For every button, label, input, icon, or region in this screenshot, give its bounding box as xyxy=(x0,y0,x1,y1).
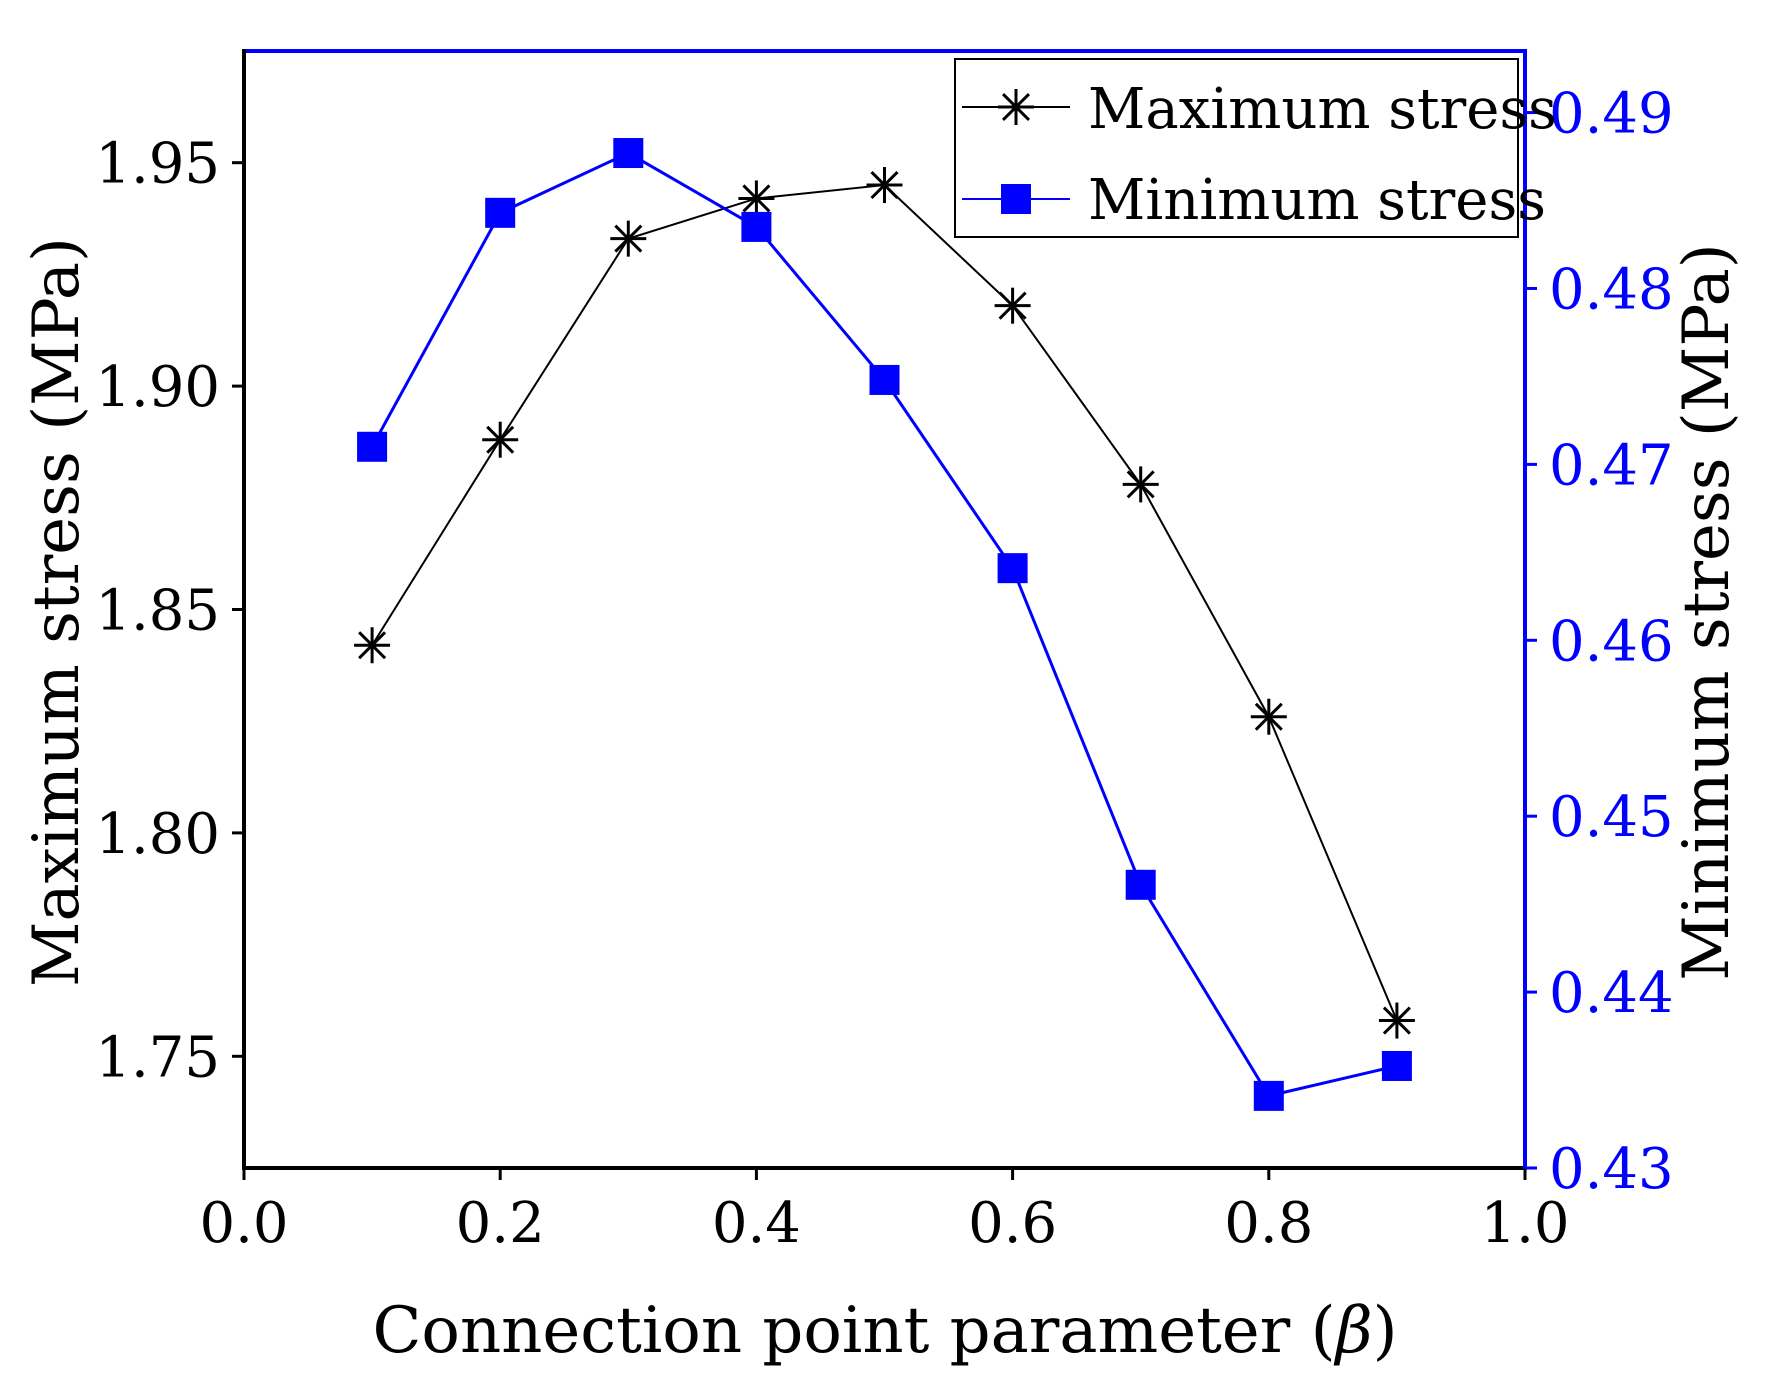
y-right-tick-label: 0.48 xyxy=(1549,257,1674,322)
asterisk-stroke xyxy=(486,425,515,454)
x-axis-label-main: Connection point parameter ( xyxy=(372,1294,1335,1368)
asterisk-stroke xyxy=(742,184,771,213)
minimum-stress-point xyxy=(1125,869,1156,900)
y-axis-left-ticks: 1.75 1.80 1.85 1.90 1.95 xyxy=(95,132,244,1090)
legend-label-minimum-stress: Minimum stress xyxy=(1088,168,1546,233)
asterisk-stroke xyxy=(1382,1006,1411,1035)
x-tick-label: 1.0 xyxy=(1480,1191,1569,1256)
x-axis-label-symbol: β xyxy=(1334,1294,1373,1368)
maximum-stress-point xyxy=(738,180,775,217)
series-maximum-stress xyxy=(354,167,1415,1039)
y-right-tick-label: 0.43 xyxy=(1549,1137,1674,1202)
minimum-stress-point xyxy=(997,553,1028,584)
y-right-tick-label: 0.47 xyxy=(1549,433,1674,498)
x-tick-label: 0.0 xyxy=(199,1191,288,1256)
y-right-tick-label: 0.45 xyxy=(1549,785,1674,850)
legend-asterisk xyxy=(998,89,1034,125)
asterisk-stroke xyxy=(1001,92,1031,122)
maximum-stress-point xyxy=(610,220,647,257)
maximum-stress-point xyxy=(1378,1002,1415,1039)
asterisk-stroke xyxy=(358,631,387,660)
x-tick-label: 0.2 xyxy=(456,1191,545,1256)
minimum-stress-point xyxy=(613,138,644,169)
minimum-stress-point xyxy=(1381,1050,1412,1081)
x-axis-ticks: 0.0 0.2 0.4 0.6 0.8 1.0 xyxy=(199,1168,1570,1256)
minimum-stress-point xyxy=(485,197,516,228)
y-axis-left-label: Maximum stress (MPa) xyxy=(20,237,94,987)
maximum-stress-line xyxy=(371,183,1398,1021)
minimum-stress-line xyxy=(370,151,1398,1098)
legend-label-maximum-stress: Maximum stress xyxy=(1088,77,1557,142)
legend-square-marker xyxy=(1001,184,1031,214)
maximum-stress-point xyxy=(482,421,519,458)
asterisk-stroke xyxy=(870,171,899,200)
x-axis-label-close: ) xyxy=(1373,1294,1398,1368)
x-tick-label: 0.6 xyxy=(968,1191,1057,1256)
y-left-tick-label: 1.90 xyxy=(95,355,220,420)
y-left-tick-label: 1.75 xyxy=(95,1025,220,1090)
minimum-stress-point xyxy=(1253,1080,1284,1111)
minimum-stress-point xyxy=(357,431,388,462)
asterisk-stroke xyxy=(614,224,643,253)
y-left-tick-label: 1.80 xyxy=(95,802,220,867)
asterisk-stroke xyxy=(998,291,1027,320)
maximum-stress-point xyxy=(994,287,1031,324)
y-axis-right-ticks: 0.43 0.44 0.45 0.46 0.47 0.48 0.49 xyxy=(1525,82,1674,1202)
minimum-stress-point xyxy=(741,211,772,242)
maximum-stress-point xyxy=(1122,466,1159,503)
maximum-stress-point xyxy=(866,167,903,204)
legend: Maximum stress Minimum stress xyxy=(954,58,1557,238)
x-tick-label: 0.8 xyxy=(1224,1191,1313,1256)
maximum-stress-point xyxy=(1250,698,1287,735)
asterisk-stroke xyxy=(1126,470,1155,499)
minimum-stress-point xyxy=(869,364,900,395)
x-axis-label: Connection point parameter (β) xyxy=(372,1294,1397,1368)
y-right-tick-label: 0.44 xyxy=(1549,961,1674,1026)
x-tick-label: 0.4 xyxy=(712,1191,801,1256)
y-right-tick-label: 0.49 xyxy=(1549,82,1674,147)
maximum-stress-point xyxy=(354,627,391,664)
y-axis-right-label: Minimum stress (MPa) xyxy=(1670,243,1744,981)
series-minimum-stress xyxy=(357,138,1412,1111)
y-right-tick-label: 0.46 xyxy=(1549,609,1674,674)
legend-box xyxy=(954,58,1519,238)
legend-asterisk-marker xyxy=(998,89,1034,125)
y-left-tick-label: 1.85 xyxy=(95,579,220,644)
asterisk-stroke xyxy=(1254,702,1283,731)
y-left-tick-label: 1.95 xyxy=(95,132,220,197)
